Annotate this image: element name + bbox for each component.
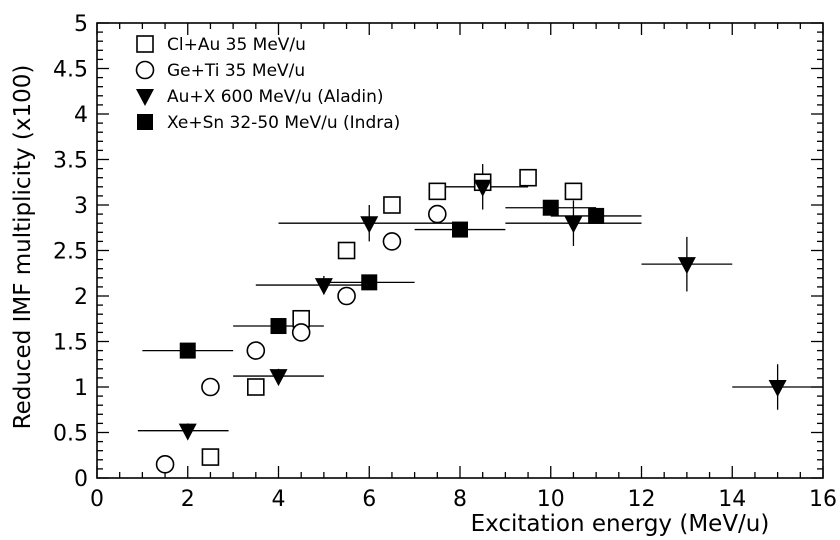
filled-square-marker xyxy=(270,318,287,335)
x-tick-label: 14 xyxy=(718,487,746,512)
open-square-marker xyxy=(337,241,356,260)
open-circle-marker xyxy=(201,377,220,397)
y-axis-title: Reduced IMF multiplicity (x100) xyxy=(10,65,36,430)
x-axis-title: Excitation energy (MeV/u) xyxy=(471,511,770,537)
open-circle-marker xyxy=(337,286,356,306)
open-square-marker xyxy=(564,182,583,201)
filled-triangle-down-marker xyxy=(564,216,583,234)
x-tick-label: 4 xyxy=(272,487,286,512)
y-tick-label: 4 xyxy=(74,103,88,128)
x-tick-label: 10 xyxy=(537,487,565,512)
y-tick-label: 4.5 xyxy=(53,58,88,83)
legend-entry-label: Au+X 600 MeV/u (Aladin) xyxy=(167,87,384,107)
filled-square-marker xyxy=(361,274,378,291)
axis-ticks xyxy=(96,22,824,479)
x-tick-label: 0 xyxy=(90,487,104,512)
filled-triangle-down-marker xyxy=(677,257,696,275)
legend-entry-label: Ge+Ti 35 MeV/u xyxy=(167,61,305,81)
open-square-marker xyxy=(428,182,447,201)
y-tick-label: 2 xyxy=(74,285,88,310)
y-tick-label: 1.5 xyxy=(53,331,88,356)
y-tick-label: 5 xyxy=(74,12,88,37)
open-square-marker xyxy=(247,378,265,396)
filled-triangle-down-marker xyxy=(136,89,154,106)
y-tick-label: 0 xyxy=(74,467,88,492)
open-circle-marker xyxy=(155,455,175,474)
filled-square-marker xyxy=(179,342,196,359)
filled-triangle-down-marker xyxy=(178,423,197,441)
legend-entry-label: Cl+Au 35 MeV/u xyxy=(167,35,306,55)
y-tick-label: 1 xyxy=(74,376,88,401)
open-circle-marker xyxy=(135,60,155,80)
axis-tick-labels: 0 2 4 6 8 10 12 14 16 0 0.5 1 1.5 2 2.5 3 3.5 4 4.5 5 xyxy=(53,12,837,512)
filled-triangle-down-marker xyxy=(269,369,288,387)
filled-triangle-down-marker xyxy=(360,216,379,234)
error-bars xyxy=(137,164,823,438)
filled-square-marker xyxy=(452,221,468,238)
filled-triangle-down-marker xyxy=(473,179,492,197)
open-square-marker xyxy=(383,196,401,214)
open-circle-marker xyxy=(428,204,447,224)
open-circle-marker xyxy=(246,341,266,360)
filled-square-marker xyxy=(588,207,605,224)
open-circle-marker xyxy=(291,323,311,342)
open-circle-marker xyxy=(382,232,402,251)
open-square-marker xyxy=(201,448,220,466)
legend: Cl+Au 35 MeV/u Ge+Ti 35 MeV/u Au+X 600 MeV… xyxy=(135,35,400,133)
open-square-marker xyxy=(519,168,537,187)
filled-square-marker xyxy=(542,199,559,216)
x-tick-label: 8 xyxy=(453,487,467,512)
y-tick-label: 3.5 xyxy=(53,149,88,174)
data-markers xyxy=(155,168,787,474)
x-tick-label: 16 xyxy=(809,487,837,512)
filled-triangle-down-marker xyxy=(768,380,787,397)
x-tick-label: 2 xyxy=(181,487,195,512)
x-tick-label: 12 xyxy=(628,487,656,512)
filled-square-marker xyxy=(137,114,153,130)
y-tick-label: 0.5 xyxy=(53,422,88,447)
open-square-marker xyxy=(136,35,154,53)
x-tick-label: 6 xyxy=(362,487,376,512)
legend-entry-label: Xe+Sn 32-50 MeV/u (Indra) xyxy=(167,113,400,133)
filled-triangle-down-marker xyxy=(314,278,333,296)
y-tick-label: 2.5 xyxy=(53,240,88,265)
y-tick-label: 3 xyxy=(74,194,88,219)
